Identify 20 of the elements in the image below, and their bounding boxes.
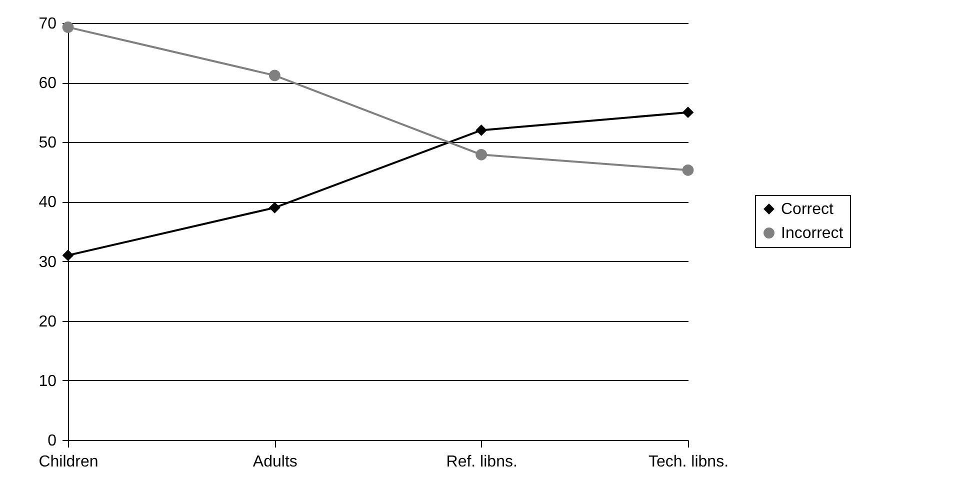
y-tick-label: 60 xyxy=(38,75,57,92)
y-tick-label: 0 xyxy=(48,432,57,450)
y-tick-label: 20 xyxy=(38,313,57,330)
y-tick-label: 30 xyxy=(38,254,57,271)
point xyxy=(682,164,694,176)
x-tick-label: Adults xyxy=(252,454,298,470)
x-tick-label: Children xyxy=(38,454,98,470)
point xyxy=(476,148,488,160)
point xyxy=(268,202,280,214)
y-tick-label: 50 xyxy=(38,134,57,152)
x-tick-label: Ref. libns. xyxy=(446,454,518,470)
legend-label: Correct xyxy=(781,201,834,218)
y-tick-label: 10 xyxy=(38,372,57,390)
y-tick-label: 70 xyxy=(38,16,57,32)
point xyxy=(268,70,280,82)
y-tick-label: 40 xyxy=(38,194,57,212)
legend-label: Incorrect xyxy=(781,225,844,242)
x-tick-label: Tech. libns. xyxy=(648,454,729,470)
point xyxy=(476,124,488,136)
point xyxy=(682,106,694,118)
